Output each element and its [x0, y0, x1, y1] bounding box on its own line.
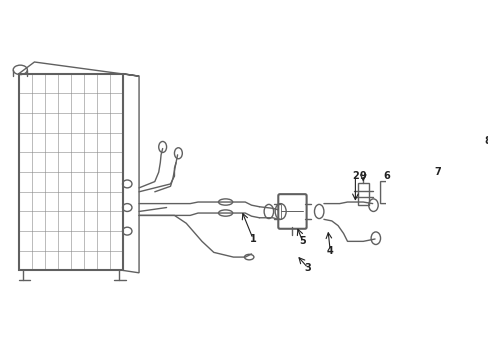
Text: 3: 3 — [304, 263, 311, 273]
Text: 7: 7 — [434, 167, 441, 177]
Text: 2: 2 — [351, 171, 358, 181]
Text: 6: 6 — [383, 171, 389, 181]
Text: 9: 9 — [359, 171, 366, 181]
Text: 8: 8 — [483, 136, 488, 146]
Text: 5: 5 — [299, 237, 305, 246]
Text: 1: 1 — [249, 234, 256, 244]
Text: 4: 4 — [326, 246, 333, 256]
